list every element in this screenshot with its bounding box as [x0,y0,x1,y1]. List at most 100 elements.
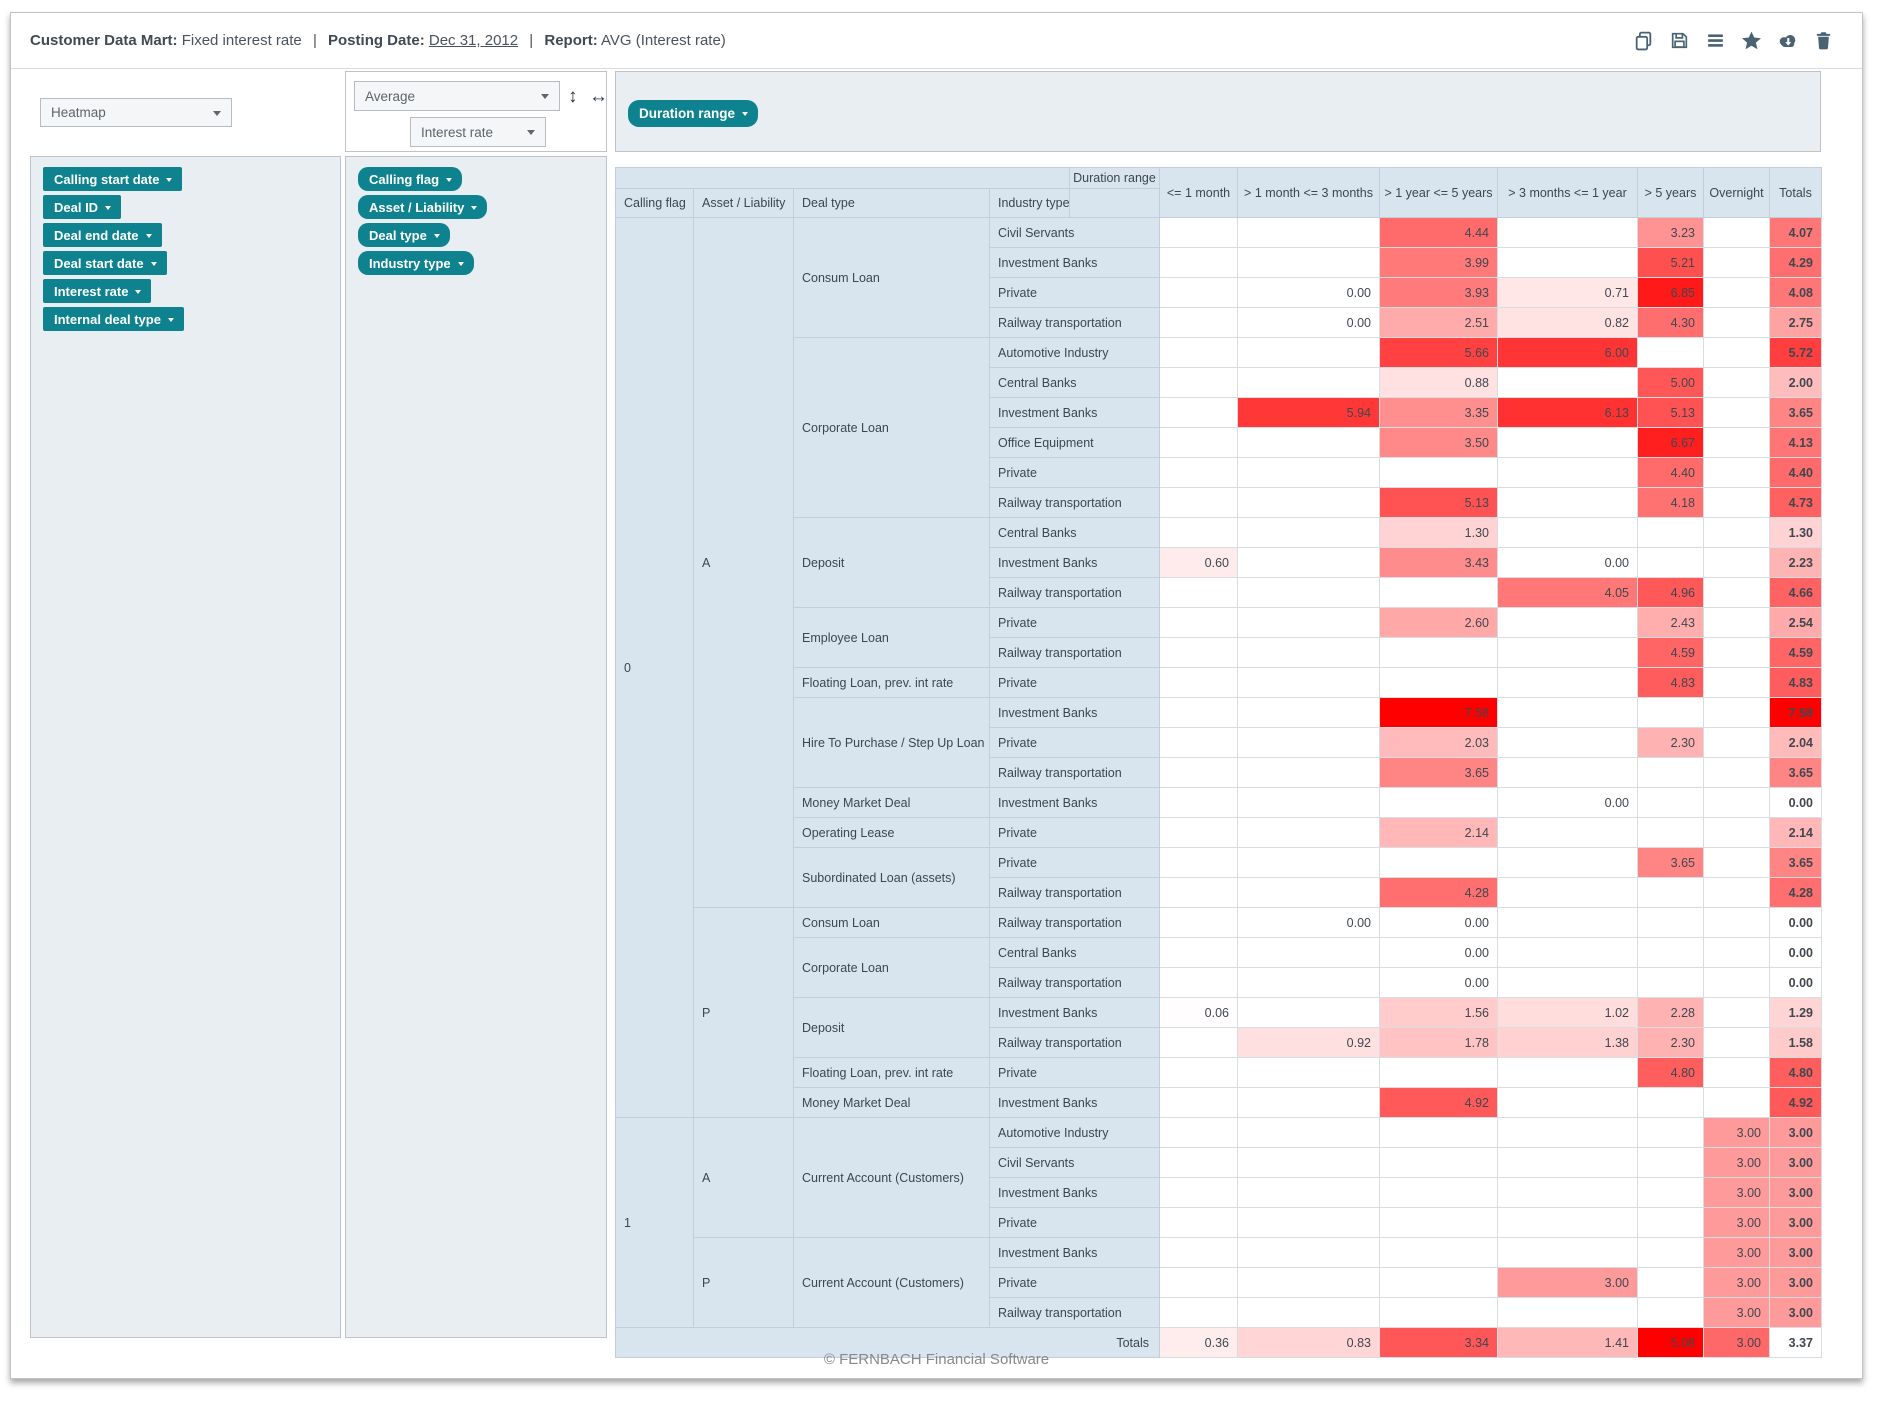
value-cell [1704,248,1770,278]
report-label: Report: [544,32,597,49]
value-cell [1380,668,1498,698]
industry-cell: Investment Banks [990,788,1160,818]
value-cell [1498,458,1638,488]
value-cell: 3.00 [1704,1118,1770,1148]
value-cell [1238,1088,1380,1118]
field-pill-calling-flag[interactable]: Calling flag [358,167,462,191]
value-cell [1638,788,1704,818]
industry-cell: Private [990,608,1160,638]
row-total-cell: 2.04 [1770,728,1822,758]
table-row: Floating Loan, prev. int ratePrivate4.80… [616,1058,1822,1088]
value-cell [1160,398,1238,428]
value-cell: 4.40 [1638,458,1704,488]
value-cell: 6.85 [1638,278,1704,308]
value-cell: 3.00 [1704,1208,1770,1238]
table-row: DepositCentral Banks1.301.30 [616,518,1822,548]
value-cell [1238,998,1380,1028]
value-cell [1498,368,1638,398]
delete-icon[interactable] [1813,30,1834,51]
value-cell [1380,578,1498,608]
industry-cell: Private [990,668,1160,698]
app-window: Customer Data Mart: Fixed interest rate … [10,12,1863,1379]
posting-date-label: Posting Date: [328,32,425,49]
value-cell [1380,1298,1498,1328]
deal-type-cell: Consum Loan [794,908,990,938]
column-header-1-year-5-years: > 1 year <= 5 years [1380,168,1498,218]
value-cell [1160,1178,1238,1208]
field-pill-internal-deal-type[interactable]: Internal deal type [43,307,184,331]
value-cell [1498,218,1638,248]
field-pill-duration-range[interactable]: Duration range [628,100,758,127]
view-type-select[interactable]: Heatmap [40,98,232,127]
table-row: 1ACurrent Account (Customers)Automotive … [616,1118,1822,1148]
favorite-icon[interactable] [1741,30,1762,51]
field-pill-deal-id[interactable]: Deal ID [43,195,121,219]
value-cell [1160,638,1238,668]
header-blank [616,168,1070,189]
field-pill-industry-type[interactable]: Industry type [358,251,474,275]
header-bar: Customer Data Mart: Fixed interest rate … [11,13,1862,69]
measure-select[interactable]: Interest rate [410,117,546,147]
deal-type-cell: Floating Loan, prev. int rate [794,668,990,698]
value-cell [1160,728,1238,758]
value-cell: 0.82 [1498,308,1638,338]
aggregation-select[interactable]: Average [354,81,560,111]
value-cell [1238,968,1380,998]
pill-label: Asset / Liability [369,200,464,215]
value-cell [1638,1088,1704,1118]
value-cell [1704,698,1770,728]
row-total-cell: 5.72 [1770,338,1822,368]
deal-type-cell: Subordinated Loan (assets) [794,848,990,908]
industry-cell: Central Banks [990,518,1160,548]
value-cell [1704,908,1770,938]
separator: | [529,32,533,49]
row-header-industry-type: Industry type [990,189,1070,218]
field-pill-calling-start-date[interactable]: Calling start date [43,167,182,191]
value-cell [1704,878,1770,908]
swap-axes-horizontal-icon[interactable]: ↔ [589,87,608,106]
field-pill-asset-liability[interactable]: Asset / Liability [358,195,487,219]
value-cell [1704,488,1770,518]
row-total-cell: 3.65 [1770,758,1822,788]
save-icon[interactable] [1669,30,1690,51]
value-cell: 5.66 [1380,338,1498,368]
row-total-cell: 1.29 [1770,998,1822,1028]
duplicate-icon[interactable] [1633,30,1654,51]
value-cell [1380,1238,1498,1268]
value-cell [1238,1118,1380,1148]
value-cell [1238,638,1380,668]
field-pill-deal-type[interactable]: Deal type [358,223,450,247]
swap-axes-vertical-icon[interactable]: ↕ [568,87,578,106]
industry-cell: Private [990,728,1160,758]
row-total-cell: 4.28 [1770,878,1822,908]
field-pill-interest-rate[interactable]: Interest rate [43,279,151,303]
value-cell [1704,548,1770,578]
report-list-icon[interactable] [1705,30,1726,51]
value-cell: 0.00 [1238,278,1380,308]
value-cell [1238,1298,1380,1328]
field-pill-deal-start-date[interactable]: Deal start date [43,251,167,275]
download-icon[interactable] [1777,30,1798,51]
chevron-down-icon [742,112,748,119]
row-total-cell: 2.23 [1770,548,1822,578]
value-cell [1160,1208,1238,1238]
value-cell: 3.65 [1638,848,1704,878]
value-cell [1498,698,1638,728]
table-row: DepositInvestment Banks0.061.561.022.281… [616,998,1822,1028]
value-cell [1704,398,1770,428]
toolbar [1633,13,1834,68]
value-cell: 5.94 [1238,398,1380,428]
value-cell [1498,968,1638,998]
value-cell: 3.00 [1704,1298,1770,1328]
row-total-cell: 1.58 [1770,1028,1822,1058]
posting-date-link[interactable]: Dec 31, 2012 [429,32,518,49]
value-cell [1160,608,1238,638]
value-cell [1704,998,1770,1028]
pill-label: Industry type [369,256,451,271]
column-header-3-months-1-year: > 3 months <= 1 year [1498,168,1638,218]
field-pill-deal-end-date[interactable]: Deal end date [43,223,162,247]
chevron-down-icon [151,262,157,269]
value-cell [1238,428,1380,458]
industry-cell: Investment Banks [990,1178,1160,1208]
deal-type-cell: Operating Lease [794,818,990,848]
